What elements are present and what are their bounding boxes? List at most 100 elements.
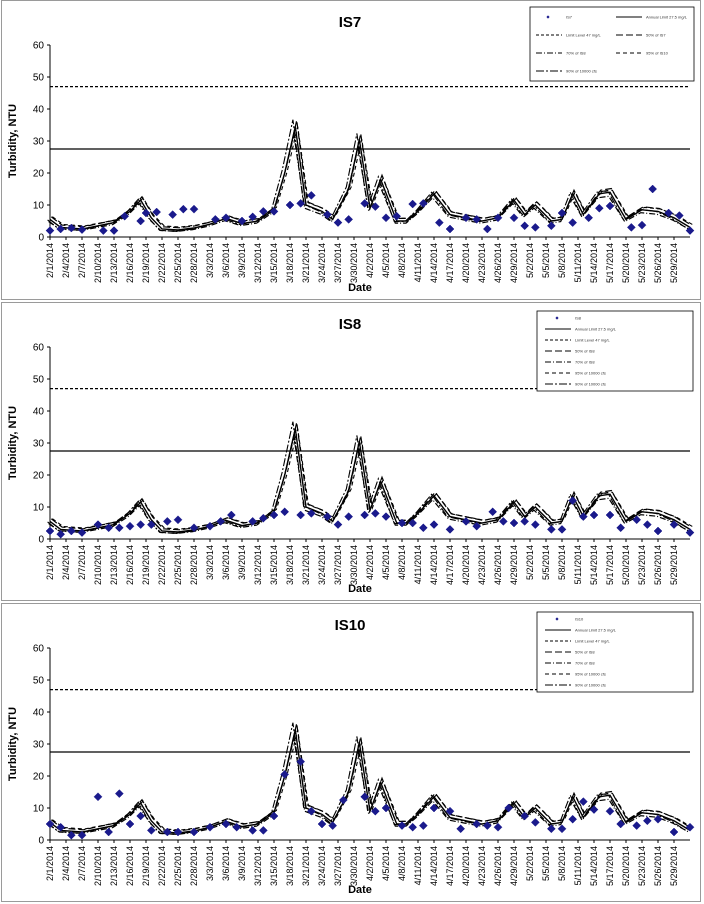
y-tick-label: 0 [38,233,44,244]
x-tick-label: 5/14/2014 [589,545,599,585]
x-tick-label: 5/14/2014 [589,243,599,283]
x-tick-label: 2/1/2014 [45,243,55,278]
x-tick-label: 4/17/2014 [445,243,455,283]
observed-point [648,184,658,194]
observed-point [472,819,482,829]
observed-point [664,208,674,218]
x-tick-label: 4/26/2014 [493,846,503,886]
x-tick-label: 3/3/2014 [205,846,215,881]
x-tick-label: 5/2/2014 [525,545,535,580]
observed-point [77,225,87,234]
x-tick-label: 4/14/2014 [429,846,439,886]
x-tick-label: 3/6/2014 [221,243,231,278]
observed-point [162,827,172,837]
observed-point [429,803,439,813]
observed-point [338,795,348,805]
legend-label: Limit Level 47 mg/L [566,33,601,38]
x-tick-label: 3/3/2014 [205,545,215,580]
legend-label: 90% of 10000 cfs [575,382,606,387]
chart-title: IS10 [335,617,366,634]
legend-label: 90% of 10000 cfs [575,683,606,688]
x-tick-label: 4/5/2014 [381,846,391,881]
x-tick-label: 3/12/2014 [253,243,263,283]
x-tick-label: 3/27/2014 [333,243,343,283]
observed-point [418,199,428,208]
observed-point [472,215,482,224]
observed-point [418,821,428,830]
x-tick-label: 5/5/2014 [541,846,551,881]
observed-point [370,202,380,211]
x-tick-label: 4/29/2014 [509,545,519,585]
observed-point [520,811,530,821]
legend-label: 50% of IS8 [575,349,595,354]
observed-point [322,210,332,219]
observed-point [461,517,471,526]
y-axis-label: Turbidity, NTU [7,104,19,178]
x-tick-label: 2/4/2014 [61,545,71,580]
x-tick-label: 5/8/2014 [557,545,567,580]
observed-point [685,226,695,235]
legend-label: 70% of IS8 [575,360,595,365]
x-tick-label: 2/25/2014 [173,545,183,585]
y-tick-label: 50 [33,73,45,84]
x-tick-label: 2/25/2014 [173,243,183,283]
x-tick-label: 2/19/2014 [141,243,151,283]
x-tick-label: 4/8/2014 [397,545,407,580]
x-tick-label: 3/9/2014 [237,545,247,580]
x-tick-label: 3/21/2014 [301,545,311,585]
x-tick-label: 5/29/2014 [669,545,679,585]
observed-point [557,525,567,534]
observed-point [685,822,695,832]
x-tick-label: 3/30/2014 [349,243,359,283]
observed-point [530,818,540,827]
x-tick-label: 4/20/2014 [461,545,471,585]
model-line-5 [47,421,688,534]
observed-point [226,510,236,520]
chart-svg: IS10 0 10 20 30 40 50 60 2/1/2014 2/4/2014 2/7/201… [7,611,695,896]
y-axis-label: Turbidity, NTU [7,406,19,480]
observed-point [653,526,663,536]
x-tick-label: 5/26/2014 [653,846,663,886]
x-tick-label: 2/16/2014 [125,243,135,283]
x-tick-label: 2/25/2014 [173,846,183,886]
observed-point [317,819,327,829]
x-tick-label: 5/8/2014 [557,243,567,278]
observed-point [685,528,695,537]
observed-point [77,528,87,537]
observed-point [360,792,370,802]
chart-title: IS8 [339,316,362,333]
x-tick-label: 4/20/2014 [461,846,471,886]
x-tick-label: 5/17/2014 [605,846,615,886]
observed-point [146,520,156,529]
y-tick-label: 30 [33,137,45,148]
observed-point [488,507,498,517]
x-tick-label: 5/29/2014 [669,243,679,283]
observed-point [584,213,594,223]
chart-panel-is7: IS7 0 10 20 30 40 50 60 2/1/2014 2/4/2014 2/7/2014… [1,0,701,300]
x-tick-label: 3/30/2014 [349,545,359,585]
x-tick-label: 4/23/2014 [477,243,487,283]
x-tick-label: 4/17/2014 [445,846,455,886]
observed-point [642,816,652,826]
observed-point [456,824,466,834]
observed-point [392,211,402,221]
x-tick-label: 4/23/2014 [477,846,487,886]
x-tick-label: 3/15/2014 [269,846,279,886]
legend-box [536,611,694,693]
x-tick-label: 3/24/2014 [317,545,327,585]
observed-point [397,821,407,830]
x-tick-label: 2/22/2014 [157,846,167,886]
x-tick-label: 4/11/2014 [413,545,423,584]
x-tick-label: 5/5/2014 [541,545,551,580]
observed-point [520,221,530,231]
observed-point [56,529,66,539]
observed-point [445,224,455,234]
x-tick-label: 5/14/2014 [589,846,599,886]
observed-point [45,226,55,235]
chart-panel-is8: IS8 0 10 20 30 40 50 60 2/1/2014 2/4/2014 2/7/2014… [1,302,701,601]
x-tick-label: 4/2/2014 [365,846,375,881]
observed-point [114,523,124,533]
observed-point [333,218,343,227]
observed-point [120,211,130,221]
x-tick-label: 4/26/2014 [493,243,503,283]
